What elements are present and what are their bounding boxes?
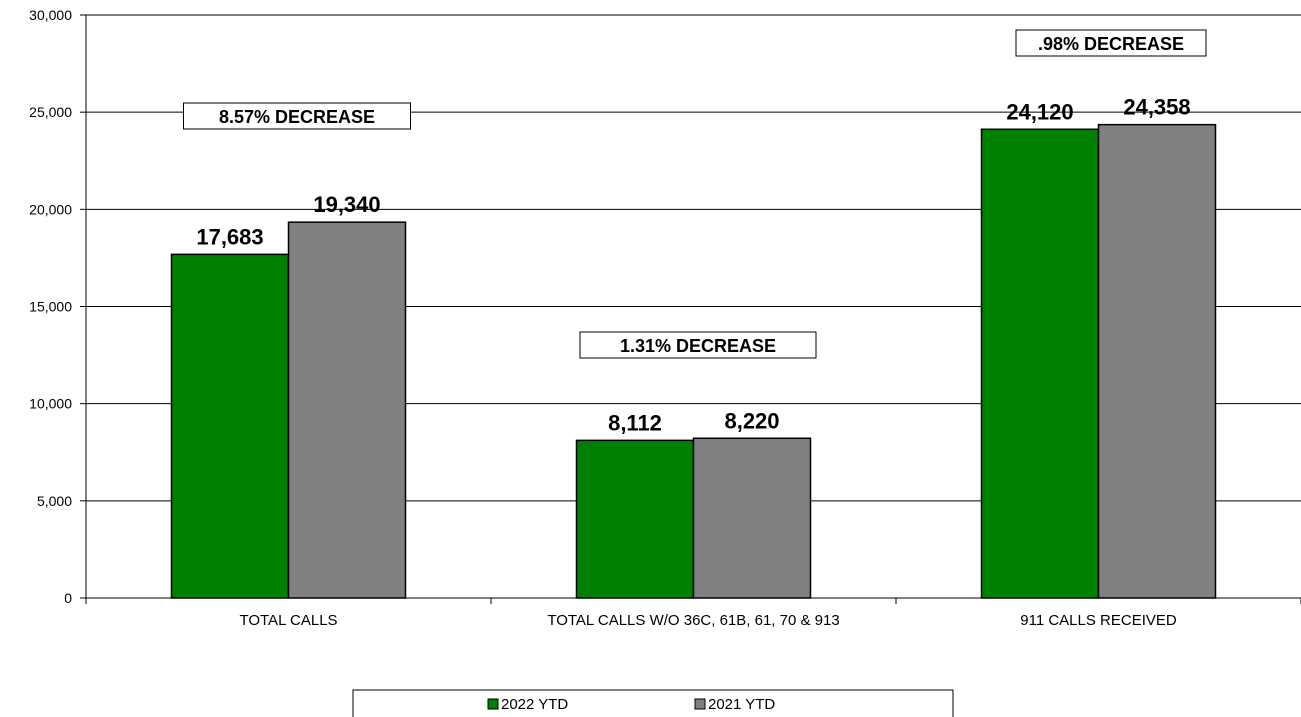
x-category-label: 911 CALLS RECEIVED xyxy=(1020,612,1177,629)
annotation-text: 1.31% DECREASE xyxy=(620,336,776,356)
legend-label: 2022 YTD xyxy=(501,696,568,713)
y-tick-label: 5,000 xyxy=(37,493,72,509)
annotation-text: .98% DECREASE xyxy=(1038,34,1184,54)
bar-series-2021 xyxy=(1097,123,1217,599)
legend-label: 2021 YTD xyxy=(708,696,775,713)
bar-value-label: 19,340 xyxy=(313,192,380,217)
bar-value-label: 17,683 xyxy=(196,224,263,249)
legend-swatch xyxy=(487,698,499,710)
annotations: 8.57% DECREASE 1.31% DECREASE .98% DECREAS… xyxy=(183,29,1207,359)
legend-swatch xyxy=(694,698,706,710)
bar-series-2022 xyxy=(170,253,290,599)
bar-series-2022 xyxy=(980,128,1100,599)
bar-value-label: 8,220 xyxy=(724,408,779,433)
x-category-label: TOTAL CALLS W/O 36C, 61B, 61, 70 & 913 xyxy=(547,612,839,629)
bar-series-2021 xyxy=(287,221,407,599)
legend-box xyxy=(352,689,954,717)
y-tick-label: 30,000 xyxy=(29,7,72,23)
y-tick-label: 0 xyxy=(64,590,72,606)
y-tick-label: 10,000 xyxy=(29,396,72,412)
annotation-box xyxy=(579,331,817,359)
x-category-label: TOTAL CALLS xyxy=(239,612,337,629)
annotation-text: 8.57% DECREASE xyxy=(219,107,375,127)
bar-series-2021 xyxy=(692,437,812,599)
y-tick-label: 25,000 xyxy=(29,104,72,120)
data-labels: 17,683 19,340 8,112 8,220 24,120 24,358 xyxy=(196,95,1190,436)
annotation-box xyxy=(183,102,411,130)
annotation-box xyxy=(1015,29,1207,57)
legend: 2022 YTD 2021 YTD xyxy=(352,689,954,717)
bars xyxy=(170,123,1217,599)
bar-series-2022 xyxy=(575,439,695,599)
y-tick-label: 20,000 xyxy=(29,201,72,217)
bar-value-label: 8,112 xyxy=(608,410,662,435)
bar-value-label: 24,120 xyxy=(1006,99,1073,124)
y-tick-label: 15,000 xyxy=(29,299,72,315)
bar-value-label: 24,358 xyxy=(1123,95,1190,120)
